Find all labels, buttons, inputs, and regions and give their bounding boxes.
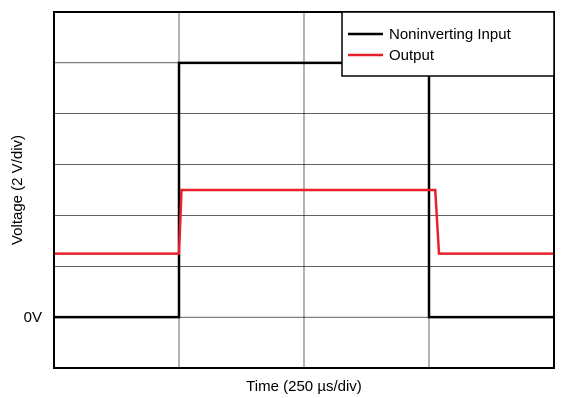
- legend: Noninverting Input Output: [341, 11, 555, 77]
- x-axis-label-prefix: Time (250: [246, 378, 317, 395]
- y-tick-label: 0V: [24, 309, 42, 326]
- legend-box: [341, 11, 555, 77]
- series-line-output: [54, 188, 554, 255]
- series-line-noninverting-input: [54, 61, 554, 319]
- plot-frame: [53, 11, 555, 369]
- x-axis-label-unit-symbol: µ: [317, 378, 326, 395]
- x-axis-label: Time (250 µs/div): [246, 378, 362, 395]
- legend-label-noninverting-input: Noninverting Input: [389, 26, 512, 43]
- legend-label-output: Output: [389, 47, 435, 64]
- y-axis-label: Voltage (2 V/div): [9, 135, 26, 245]
- plot-traces: [54, 61, 554, 319]
- y-tick-labels: 0V: [24, 309, 42, 326]
- x-axis-label-suffix: s/div): [326, 378, 362, 395]
